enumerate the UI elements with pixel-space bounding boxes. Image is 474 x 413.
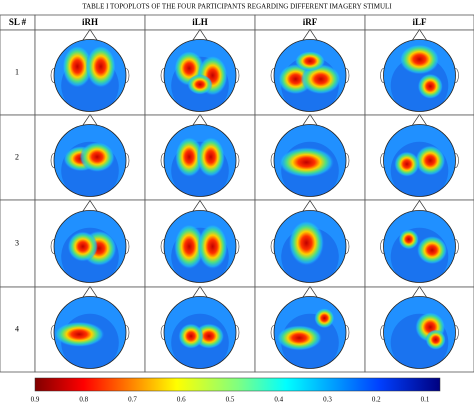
activation <box>415 145 446 176</box>
head-outline <box>53 296 127 369</box>
activation <box>175 136 204 178</box>
activation <box>85 45 116 88</box>
topoplot <box>270 113 350 197</box>
activation <box>288 220 325 266</box>
head-outline <box>383 210 456 283</box>
topoplot <box>380 199 459 283</box>
topoplot <box>160 285 240 369</box>
scalp-map <box>383 124 456 197</box>
activation <box>197 223 228 270</box>
topoplot <box>50 28 130 112</box>
activation <box>196 136 225 178</box>
colorbar-tick-label: 0.5 <box>226 396 235 404</box>
row-label: 4 <box>15 324 19 333</box>
topoplot <box>380 28 459 112</box>
head-outline <box>53 39 127 112</box>
column-header: iRH <box>82 17 98 27</box>
column-header: iRF <box>303 17 318 27</box>
scalp-map <box>164 296 236 369</box>
activation <box>278 147 335 178</box>
table-cell <box>0 286 36 373</box>
table-cell <box>0 114 36 201</box>
colorbar <box>34 377 441 392</box>
row-label: 1 <box>15 67 19 76</box>
colorbar-tick-label: 0.7 <box>128 396 137 404</box>
topoplot <box>270 285 350 369</box>
scalp-map <box>383 39 456 112</box>
table-title: TABLE I TOPOPLOTS OF THE FOUR PARTICIPAN… <box>82 3 392 11</box>
activation <box>294 51 326 72</box>
row-label: 2 <box>15 152 19 161</box>
scalp-map <box>54 39 126 112</box>
colorbar-tick-label: 0.2 <box>372 396 381 404</box>
topoplot <box>50 285 130 369</box>
scalp-map <box>54 124 126 197</box>
head-outline <box>163 39 237 112</box>
activation <box>416 235 448 265</box>
scalp-map <box>54 296 126 369</box>
scalp-map <box>54 210 126 283</box>
activation <box>62 45 93 88</box>
scalp-map <box>164 210 236 283</box>
topoplot <box>50 113 130 197</box>
scalp-map <box>274 124 346 197</box>
colorbar-tick-label: 0.9 <box>31 396 40 404</box>
head-outline <box>163 210 237 283</box>
activation <box>417 73 443 99</box>
scalp-map <box>383 296 456 369</box>
colorbar-tick-label: 0.1 <box>421 396 430 404</box>
topoplot <box>160 28 240 112</box>
colorbar-tick-label: 0.6 <box>177 396 186 404</box>
head-outline <box>273 39 347 112</box>
head-outline <box>53 124 127 197</box>
scalp-map <box>164 39 236 112</box>
row-label: 3 <box>15 238 19 247</box>
topoplot <box>160 199 240 283</box>
head-outline <box>273 124 347 197</box>
activation <box>276 325 322 351</box>
topoplot <box>380 285 459 369</box>
head-outline <box>163 296 237 369</box>
head-outline <box>273 296 347 369</box>
activation <box>79 141 115 173</box>
activation <box>425 329 446 350</box>
activation <box>174 223 205 270</box>
colorbar-tick-label: 0.3 <box>323 396 332 404</box>
topoplot <box>160 113 240 197</box>
scalp-map <box>274 296 346 369</box>
activation <box>314 308 335 329</box>
scalp-map <box>274 39 346 112</box>
activation <box>67 231 98 262</box>
topoplot <box>50 199 130 283</box>
activation <box>54 321 105 347</box>
column-header: iLF <box>412 17 427 27</box>
head-outline <box>53 210 127 283</box>
activation <box>300 63 341 95</box>
column-header: iLH <box>192 17 208 27</box>
head-outline <box>383 39 456 112</box>
topoplot <box>380 113 459 197</box>
topoplot <box>270 199 350 283</box>
scalp-map <box>383 210 456 283</box>
head-outline <box>163 124 237 197</box>
colorbar-tick-label: 0.4 <box>274 396 283 404</box>
activation <box>398 229 419 250</box>
scalp-map <box>164 124 236 197</box>
activation <box>187 74 213 95</box>
head-outline <box>273 210 347 283</box>
head-outline <box>383 296 456 369</box>
column-header: SL # <box>9 17 27 27</box>
scalp-map <box>274 210 346 283</box>
colorbar-tick-label: 0.8 <box>79 396 88 404</box>
activation <box>399 44 440 75</box>
activation <box>394 151 420 177</box>
activation <box>178 323 204 349</box>
head-outline <box>383 124 456 197</box>
topoplot <box>270 28 350 112</box>
